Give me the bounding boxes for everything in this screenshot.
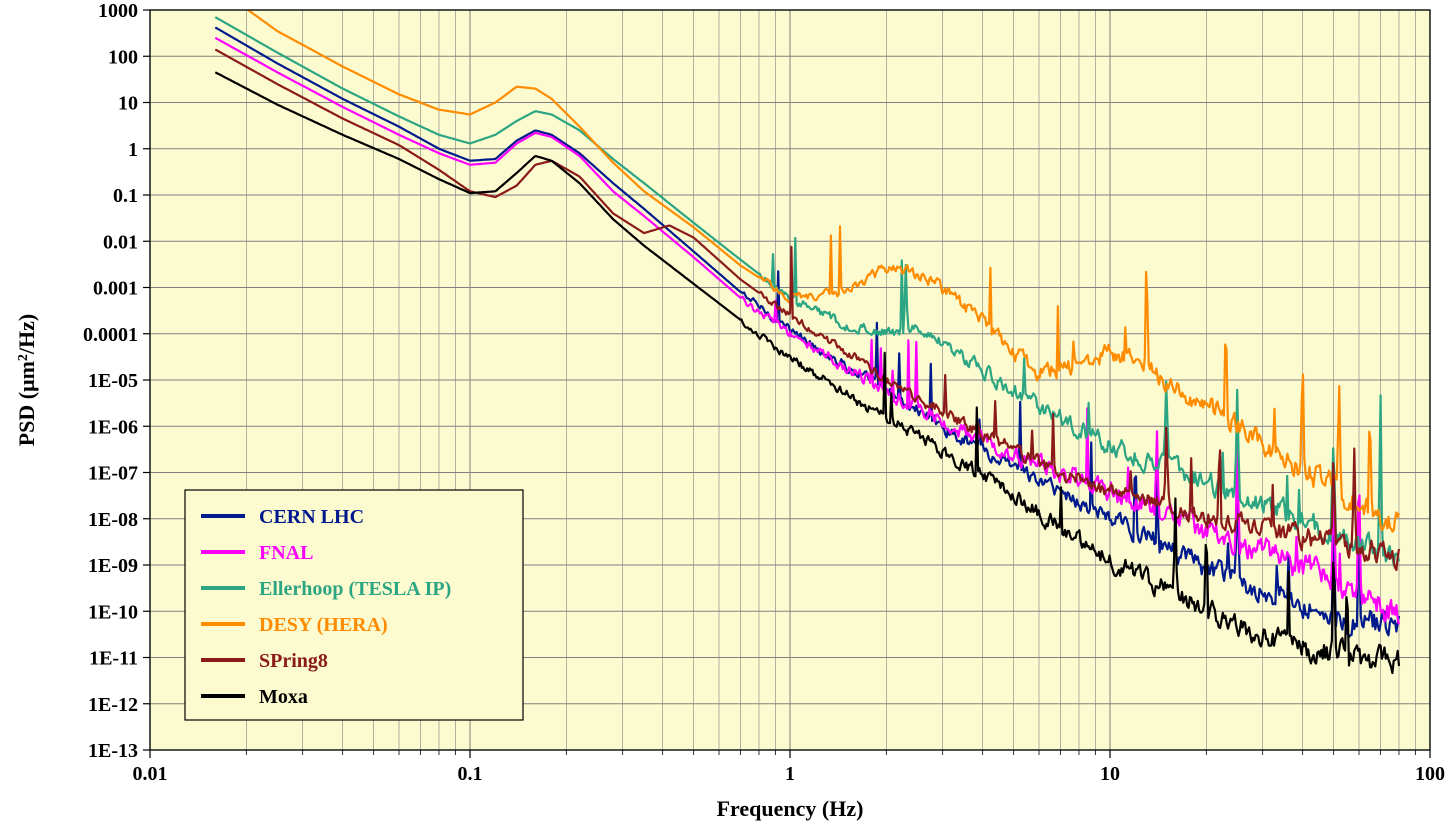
x-tick-label: 0.1 [458, 763, 483, 785]
x-tick-label: 100 [1415, 763, 1445, 785]
y-tick-label: 0.001 [93, 278, 138, 300]
y-tick-label: 0.01 [103, 231, 138, 253]
y-tick-label: 0.1 [113, 185, 138, 207]
y-axis-label: PSD (μm2/Hz) [14, 314, 39, 447]
legend-label: CERN LHC [259, 506, 364, 528]
y-tick-label: 1E-06 [88, 416, 138, 438]
y-tick-label: 1E-08 [88, 509, 138, 531]
legend-label: Ellerhoop (TESLA IP) [259, 578, 451, 600]
y-tick-label: 1E-07 [88, 463, 138, 485]
legend: CERN LHC FNAL Ellerhoop (TESLA IP) DESY (HE… [185, 490, 523, 720]
y-tick-label: 1E-12 [88, 694, 138, 716]
y-tick-label: 1E-13 [88, 740, 138, 762]
x-tick-labels: 0.01 0.1 1 10 100 [133, 763, 1446, 785]
chart-svg: 0.010.11101001E-131E-121E-111E-101E-091E… [0, 0, 1446, 840]
y-tick-label: 1 [128, 139, 138, 161]
legend-label: Moxa [259, 686, 308, 708]
y-tick-label: 0.0001 [83, 324, 138, 346]
y-tick-label: 1E-10 [88, 601, 138, 623]
y-tick-labels: 1E-13 1E-12 1E-11 1E-10 1E-09 1E-08 1E-07 1E-06… [83, 0, 138, 762]
x-axis-label: Frequency (Hz) [717, 796, 864, 821]
x-tick-label: 10 [1100, 763, 1120, 785]
y-tick-label: 1E-05 [88, 370, 138, 392]
psd-chart: 0.010.11101001E-131E-121E-111E-101E-091E… [0, 0, 1446, 840]
x-tick-label: 1 [785, 763, 795, 785]
legend-label: FNAL [259, 542, 313, 564]
y-tick-label: 1E-09 [88, 555, 138, 577]
y-tick-label: 100 [108, 46, 138, 68]
y-tick-label: 1000 [98, 0, 138, 22]
legend-label: SPring8 [259, 650, 328, 672]
y-tick-label: 10 [118, 93, 138, 115]
x-tick-label: 0.01 [133, 763, 168, 785]
y-tick-label: 1E-11 [89, 648, 138, 670]
legend-label: DESY (HERA) [259, 614, 388, 636]
